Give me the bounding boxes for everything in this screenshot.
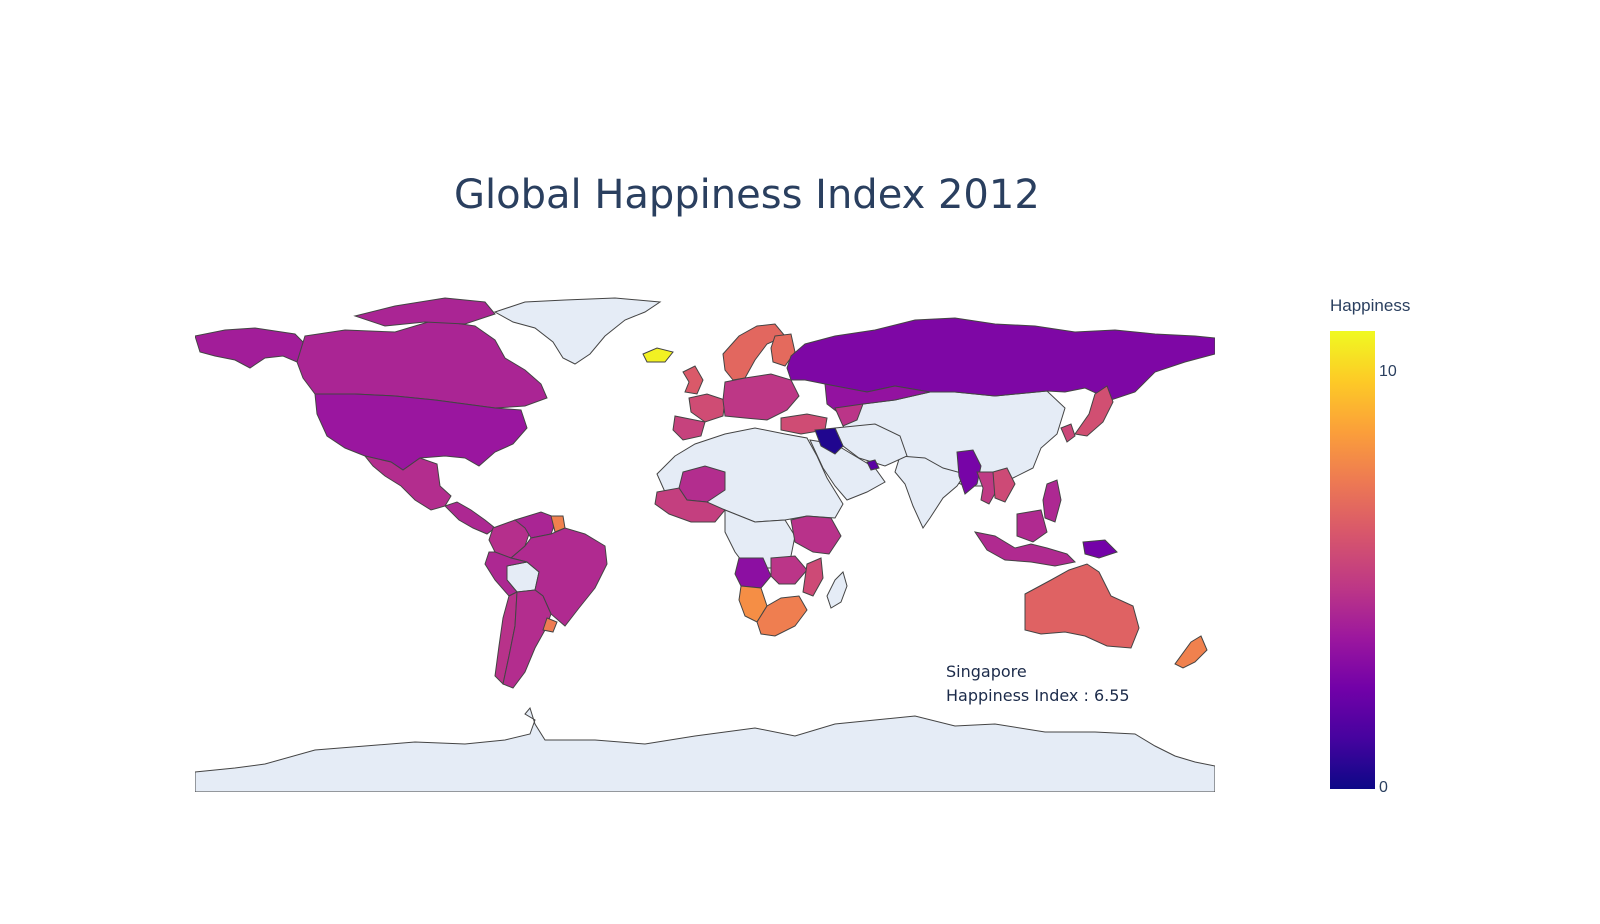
region-borneo[interactable] xyxy=(1016,509,1048,543)
region-iberia[interactable] xyxy=(672,415,706,441)
region-uae[interactable] xyxy=(866,459,880,471)
region-south-africa[interactable] xyxy=(756,595,808,637)
region-scandinavia[interactable] xyxy=(722,323,786,381)
greenland[interactable] xyxy=(493,297,662,365)
region-argentina[interactable] xyxy=(502,589,552,689)
region-layer xyxy=(195,297,1215,689)
region-uruguay[interactable] xyxy=(542,617,558,633)
arabia[interactable] xyxy=(809,439,886,501)
colorbar-tick-label: 10 xyxy=(1379,362,1397,380)
madagascar[interactable] xyxy=(826,571,848,609)
region-zambia[interactable] xyxy=(770,555,808,585)
colorbar xyxy=(1330,331,1375,789)
india[interactable] xyxy=(894,455,966,530)
region-mexico[interactable] xyxy=(363,455,452,511)
region-usa[interactable] xyxy=(314,393,528,471)
region-indonesia[interactable] xyxy=(973,531,1077,567)
no-data-layer xyxy=(195,297,1215,792)
region-west-africa[interactable] xyxy=(654,487,726,523)
region-indochina[interactable] xyxy=(992,467,1016,503)
iran-afghanistan[interactable] xyxy=(834,423,908,467)
map-title: Global Happiness Index 2012 xyxy=(454,172,1040,218)
hover-value: Happiness Index : 6.55 xyxy=(946,686,1130,705)
hover-tooltip: Singapore Happiness Index : 6.55 xyxy=(946,660,1130,708)
region-east-africa[interactable] xyxy=(790,515,842,555)
region-central-europe[interactable] xyxy=(722,373,800,421)
antarctica[interactable] xyxy=(195,706,1215,792)
region-new-zealand[interactable] xyxy=(1174,635,1208,669)
region-finland[interactable] xyxy=(770,333,796,367)
colorbar-tick-label: 0 xyxy=(1379,779,1388,796)
region-mozambique[interactable] xyxy=(802,557,824,597)
region-central-asia[interactable] xyxy=(834,403,864,427)
world-map[interactable] xyxy=(195,296,1215,792)
region-alaska[interactable] xyxy=(195,327,306,369)
region-australia[interactable] xyxy=(1024,563,1140,649)
region-iraq[interactable] xyxy=(814,427,844,455)
region-france[interactable] xyxy=(688,393,726,423)
region-japan[interactable] xyxy=(1074,385,1114,437)
colorbar-title: Happiness xyxy=(1330,296,1411,315)
region-myanmar[interactable] xyxy=(956,449,982,495)
region-png[interactable] xyxy=(1082,539,1118,559)
map-canvas[interactable] xyxy=(195,296,1215,792)
region-uk[interactable] xyxy=(682,365,704,395)
region-canada-islands[interactable] xyxy=(353,297,496,327)
hover-country: Singapore xyxy=(946,662,1027,681)
region-korea[interactable] xyxy=(1060,423,1076,443)
region-philippines[interactable] xyxy=(1042,479,1062,523)
region-peru[interactable] xyxy=(484,551,528,597)
region-iceland[interactable] xyxy=(642,347,674,363)
